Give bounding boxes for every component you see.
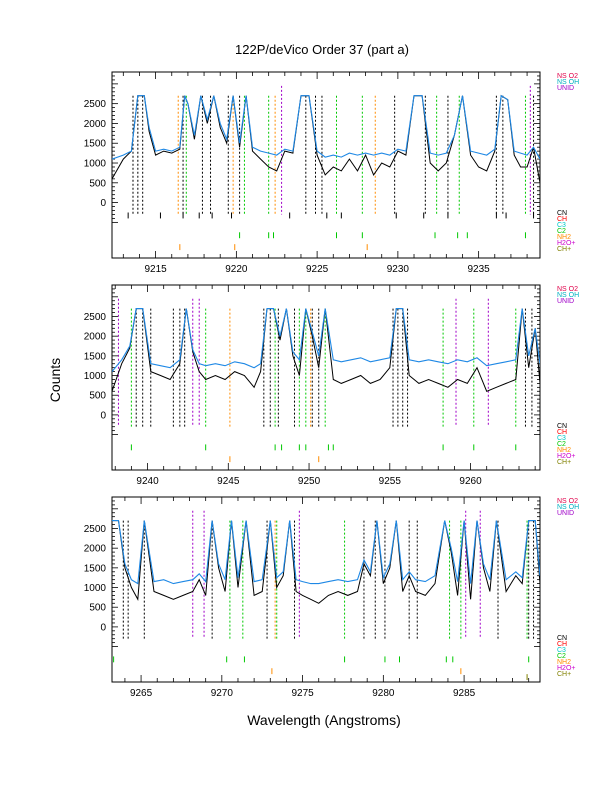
- x-tick-label: 9285: [453, 688, 476, 699]
- panels-group: 0 500 1000 1500 2000 2500 9215 9220 9225 9230 9235…: [84, 71, 579, 699]
- y-tick-label: 0: [100, 410, 106, 421]
- series-spectrum: [112, 520, 540, 604]
- x-tick-label: 9215: [144, 264, 167, 275]
- y-tick-label: 2000: [84, 332, 107, 343]
- plot-area: [112, 298, 540, 463]
- legend-upper-unid: UNID: [557, 85, 574, 92]
- legend-lower-chplus: CH+: [557, 459, 571, 466]
- legend-lower-nh2: NH2: [557, 234, 571, 241]
- x-tick-label: 9280: [372, 688, 395, 699]
- y-tick-label: 0: [100, 622, 106, 633]
- legend-lower-c3: C3: [557, 435, 566, 442]
- x-tick-label: 9255: [379, 476, 402, 487]
- legend-upper-unid: UNID: [557, 298, 574, 305]
- series-model: [112, 520, 540, 585]
- legend-lower-ch: CH: [557, 641, 567, 648]
- x-tick-label: 9250: [298, 476, 321, 487]
- y-tick-label: 2500: [84, 524, 107, 535]
- legend-lower-ch: CH: [557, 429, 567, 436]
- y-tick-label: 1500: [84, 351, 107, 362]
- legend-lower-nh2: NH2: [557, 659, 571, 666]
- y-axis-label: Counts: [47, 358, 63, 402]
- plot-frame: [111, 496, 541, 683]
- x-tick-label: 9220: [225, 264, 248, 275]
- series-model: [112, 308, 540, 372]
- x-axis-label: Wavelength (Angstroms): [247, 712, 401, 728]
- y-tick-label: 1500: [84, 563, 107, 574]
- y-tick-label: 2500: [84, 99, 107, 110]
- y-tick-label: 1000: [84, 159, 107, 170]
- y-tick-label: 2000: [84, 544, 107, 555]
- series-model: [112, 94, 540, 160]
- legend-upper-nsoh: NS OH: [557, 79, 579, 86]
- x-tick-label: 9260: [459, 476, 482, 487]
- figure-title: 122P/deVico Order 37 (part a): [235, 42, 409, 57]
- legend-lower-c2: C2: [557, 653, 566, 660]
- y-tick-label: 2500: [84, 312, 107, 323]
- legend-lower-cn: CN: [557, 635, 567, 642]
- legend-lower-c2: C2: [557, 228, 566, 235]
- legend-lower-chplus: CH+: [557, 246, 571, 253]
- x-tick-label: 9235: [468, 264, 491, 275]
- legend-lower-h2oplus: H2O+: [557, 240, 575, 247]
- y-tick-label: 1000: [84, 583, 107, 594]
- legend-upper-nso2: NS O2: [557, 286, 578, 293]
- y-tick-label: 500: [89, 391, 106, 402]
- legend-upper-unid: UNID: [557, 510, 574, 517]
- panel-bottom: 0 500 1000 1500 2000 2500 9265 9270 9275 9280 9285…: [84, 496, 579, 699]
- legend-lower-cn: CN: [557, 210, 567, 217]
- x-tick-label: 9240: [136, 476, 159, 487]
- series-spectrum: [112, 308, 540, 392]
- legend-upper-nsoh: NS OH: [557, 292, 579, 299]
- panel-middle: 0 500 1000 1500 2000 2500 9240 9245 9250 9255 9260…: [84, 284, 579, 487]
- legend-lower-h2oplus: H2O+: [557, 665, 575, 672]
- y-tick-label: 500: [89, 603, 106, 614]
- panel-top: 0 500 1000 1500 2000 2500 9215 9220 9225 9230 9235…: [84, 71, 579, 275]
- plot-area: [112, 510, 540, 681]
- legend-lower-c3: C3: [557, 647, 566, 654]
- y-tick-label: 2000: [84, 119, 107, 130]
- y-tick-label: 1000: [84, 371, 107, 382]
- plot-frame: [111, 284, 541, 471]
- x-tick-label: 9270: [211, 688, 234, 699]
- legend-upper-nso2: NS O2: [557, 73, 578, 80]
- legend-lower-cn: CN: [557, 423, 567, 430]
- legend-lower-nh2: NH2: [557, 447, 571, 454]
- legend-lower-h2oplus: H2O+: [557, 453, 575, 460]
- x-tick-label: 9245: [217, 476, 240, 487]
- y-tick-label: 1500: [84, 139, 107, 150]
- legend-lower-chplus: CH+: [557, 671, 571, 678]
- series-spectrum: [112, 94, 540, 183]
- legend-lower-c3: C3: [557, 222, 566, 229]
- y-tick-label: 0: [100, 198, 106, 209]
- x-tick-label: 9230: [387, 264, 410, 275]
- plot-area: [112, 85, 540, 251]
- legend-upper-nsoh: NS OH: [557, 504, 579, 511]
- plot-frame: [111, 71, 541, 259]
- x-tick-label: 9275: [291, 688, 314, 699]
- y-tick-label: 500: [89, 178, 106, 189]
- x-tick-label: 9265: [130, 688, 153, 699]
- legend-lower-ch: CH: [557, 216, 567, 223]
- legend-upper-nso2: NS O2: [557, 498, 578, 505]
- legend-lower-c2: C2: [557, 441, 566, 448]
- x-tick-label: 9225: [306, 264, 329, 275]
